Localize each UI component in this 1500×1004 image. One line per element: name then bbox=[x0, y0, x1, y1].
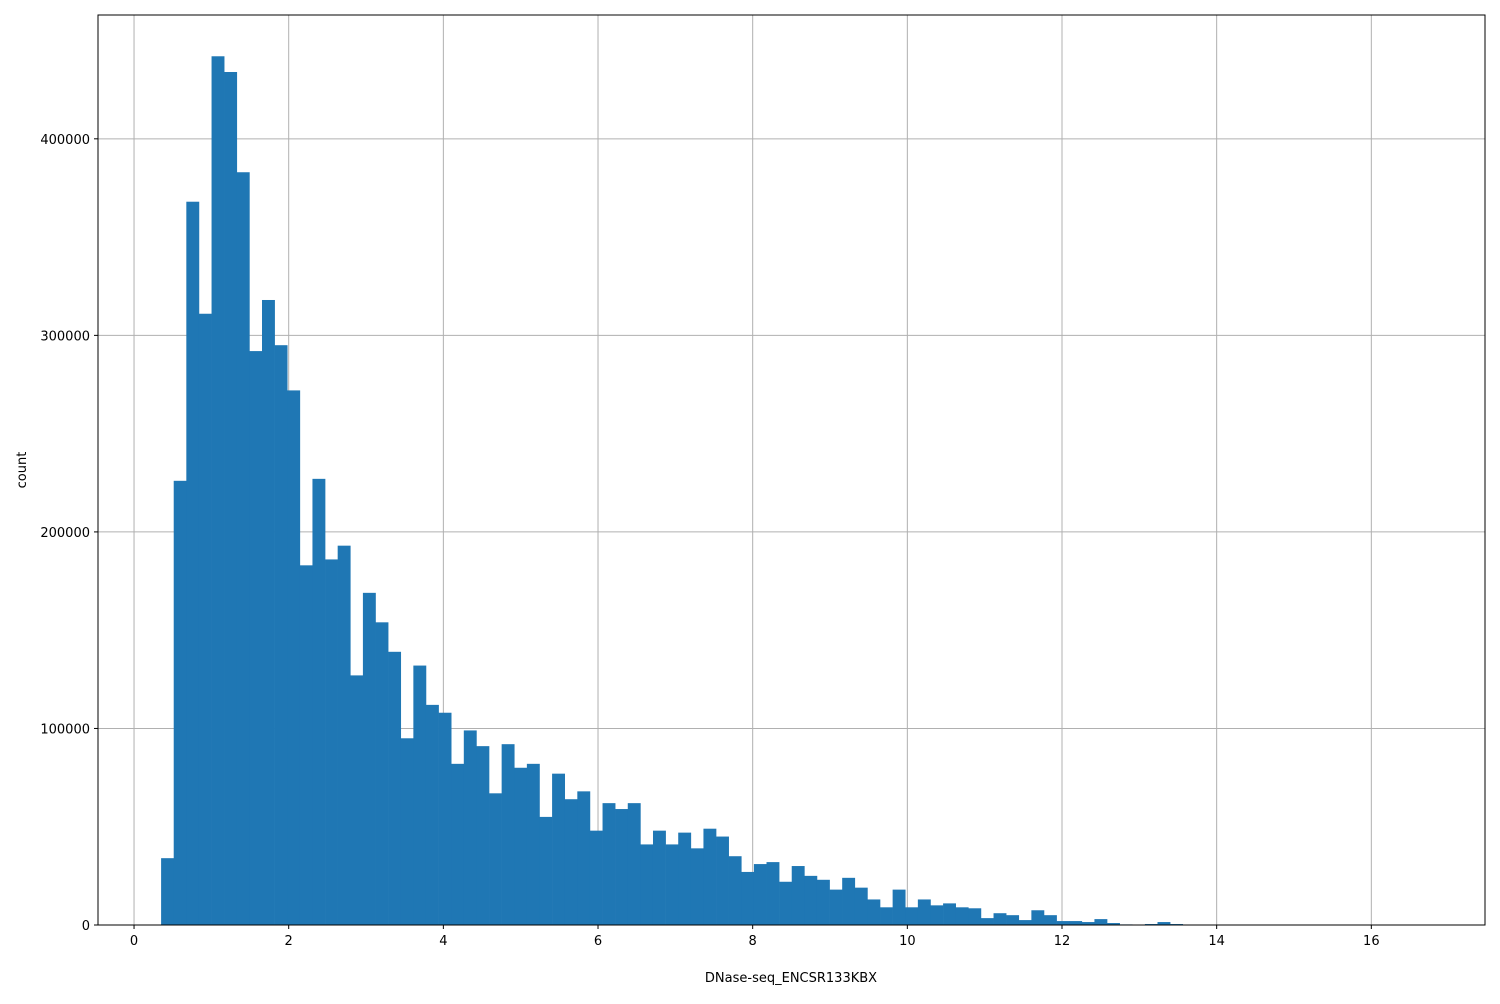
histogram-bar bbox=[1056, 921, 1070, 925]
histogram-bar bbox=[274, 345, 288, 925]
ticks: 0 2 4 6 8 10 12 14 16 0 100000 200000 300000 400000 bbox=[40, 133, 1379, 949]
y-tick-label: 100000 bbox=[40, 722, 90, 737]
histogram-bar bbox=[337, 545, 351, 925]
histogram-bar bbox=[968, 908, 982, 925]
histogram-bar bbox=[249, 351, 263, 925]
histogram-bar bbox=[842, 877, 856, 925]
histogram-bar bbox=[892, 889, 906, 925]
histogram-bar bbox=[501, 744, 515, 925]
histogram-bar bbox=[867, 899, 881, 925]
x-tick-label: 8 bbox=[749, 934, 757, 949]
histogram-bar bbox=[1018, 920, 1032, 925]
histogram-bar bbox=[816, 879, 830, 925]
histogram-bar bbox=[602, 803, 616, 925]
histogram-bar bbox=[463, 730, 477, 925]
histogram-bar bbox=[224, 71, 238, 925]
bars bbox=[161, 56, 1184, 926]
histogram-bar bbox=[451, 763, 465, 925]
histogram-bar bbox=[552, 773, 566, 925]
y-axis-label: count bbox=[15, 452, 30, 489]
histogram-bar bbox=[186, 201, 200, 926]
histogram-bar bbox=[312, 478, 326, 925]
x-tick-label: 4 bbox=[439, 934, 447, 949]
histogram-bar bbox=[539, 816, 553, 925]
x-tick-label: 14 bbox=[1208, 934, 1225, 949]
histogram-bar bbox=[829, 889, 843, 925]
histogram-bar bbox=[741, 871, 755, 925]
histogram-bar bbox=[489, 793, 502, 925]
histogram-bar bbox=[375, 622, 389, 925]
histogram-bar bbox=[652, 830, 666, 925]
histogram-bar bbox=[716, 836, 729, 925]
histogram-bar bbox=[804, 875, 818, 925]
histogram-bar bbox=[388, 651, 402, 925]
histogram-bar bbox=[955, 907, 969, 925]
histogram-bar bbox=[1157, 922, 1171, 925]
y-tick-label: 200000 bbox=[40, 526, 90, 541]
histogram-bar bbox=[325, 559, 338, 925]
histogram-bar bbox=[728, 856, 742, 925]
histogram-bar bbox=[690, 848, 704, 925]
histogram-bar bbox=[930, 905, 944, 925]
histogram-bar bbox=[514, 767, 528, 925]
x-tick-label: 12 bbox=[1054, 934, 1071, 949]
y-tick-label: 300000 bbox=[40, 329, 90, 344]
histogram-bar bbox=[299, 565, 313, 925]
histogram-bar bbox=[917, 899, 931, 925]
histogram-bar bbox=[1094, 919, 1108, 925]
histogram-bar bbox=[564, 799, 578, 925]
histogram-bar bbox=[1031, 910, 1045, 925]
x-tick-label: 6 bbox=[594, 934, 602, 949]
histogram-bar bbox=[703, 828, 717, 925]
histogram-bar bbox=[236, 172, 250, 926]
y-tick-label: 400000 bbox=[40, 133, 90, 148]
histogram-bar bbox=[1081, 922, 1095, 925]
axes-frame bbox=[97, 14, 1486, 926]
x-tick-label: 10 bbox=[899, 934, 916, 949]
histogram-bar bbox=[640, 844, 654, 925]
x-tick-label: 0 bbox=[130, 934, 138, 949]
histogram-bar bbox=[577, 791, 591, 925]
y-tick-label: 0 bbox=[82, 919, 90, 934]
histogram-bar bbox=[791, 866, 805, 925]
histogram-bar bbox=[287, 390, 301, 926]
histogram-bar bbox=[362, 592, 376, 925]
histogram-bar bbox=[425, 704, 439, 925]
histogram-bar bbox=[779, 881, 793, 925]
histogram-bar bbox=[262, 299, 275, 925]
x-tick-label: 2 bbox=[285, 934, 293, 949]
histogram-bar bbox=[943, 903, 956, 925]
histogram-bar bbox=[350, 675, 364, 925]
x-axis-label: DNase-seq_ENCSR133KBX bbox=[705, 971, 877, 986]
histogram-bar bbox=[753, 864, 767, 925]
histogram-bar bbox=[980, 918, 994, 925]
histogram-bar bbox=[526, 763, 540, 925]
histogram-bar bbox=[413, 665, 427, 925]
histogram-bar bbox=[438, 712, 452, 925]
histogram-bar bbox=[880, 907, 893, 925]
histogram-bar bbox=[1006, 915, 1020, 925]
histogram-bar bbox=[211, 56, 225, 926]
histogram-bar bbox=[400, 738, 414, 925]
histogram-bar bbox=[665, 844, 679, 925]
histogram-bar bbox=[678, 832, 692, 925]
histogram-bar bbox=[1043, 915, 1057, 925]
histogram-bar bbox=[1107, 923, 1120, 925]
x-tick-label: 16 bbox=[1363, 934, 1380, 949]
histogram-bar bbox=[905, 907, 919, 925]
histogram-bar bbox=[854, 887, 868, 925]
histogram-bar bbox=[615, 809, 629, 925]
histogram-bar bbox=[589, 830, 603, 925]
histogram-bar bbox=[627, 803, 641, 925]
histogram-bar bbox=[766, 862, 780, 925]
histogram-bar bbox=[198, 313, 212, 925]
histogram-bar bbox=[173, 480, 187, 925]
histogram-bar bbox=[476, 746, 490, 925]
histogram-bar bbox=[1069, 921, 1083, 925]
histogram-bar bbox=[161, 858, 175, 925]
histogram-bar bbox=[993, 913, 1007, 925]
